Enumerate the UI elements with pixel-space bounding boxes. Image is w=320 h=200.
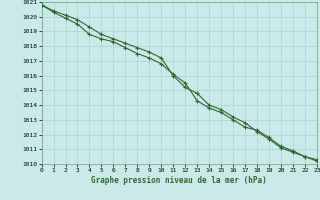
X-axis label: Graphe pression niveau de la mer (hPa): Graphe pression niveau de la mer (hPa): [91, 176, 267, 185]
